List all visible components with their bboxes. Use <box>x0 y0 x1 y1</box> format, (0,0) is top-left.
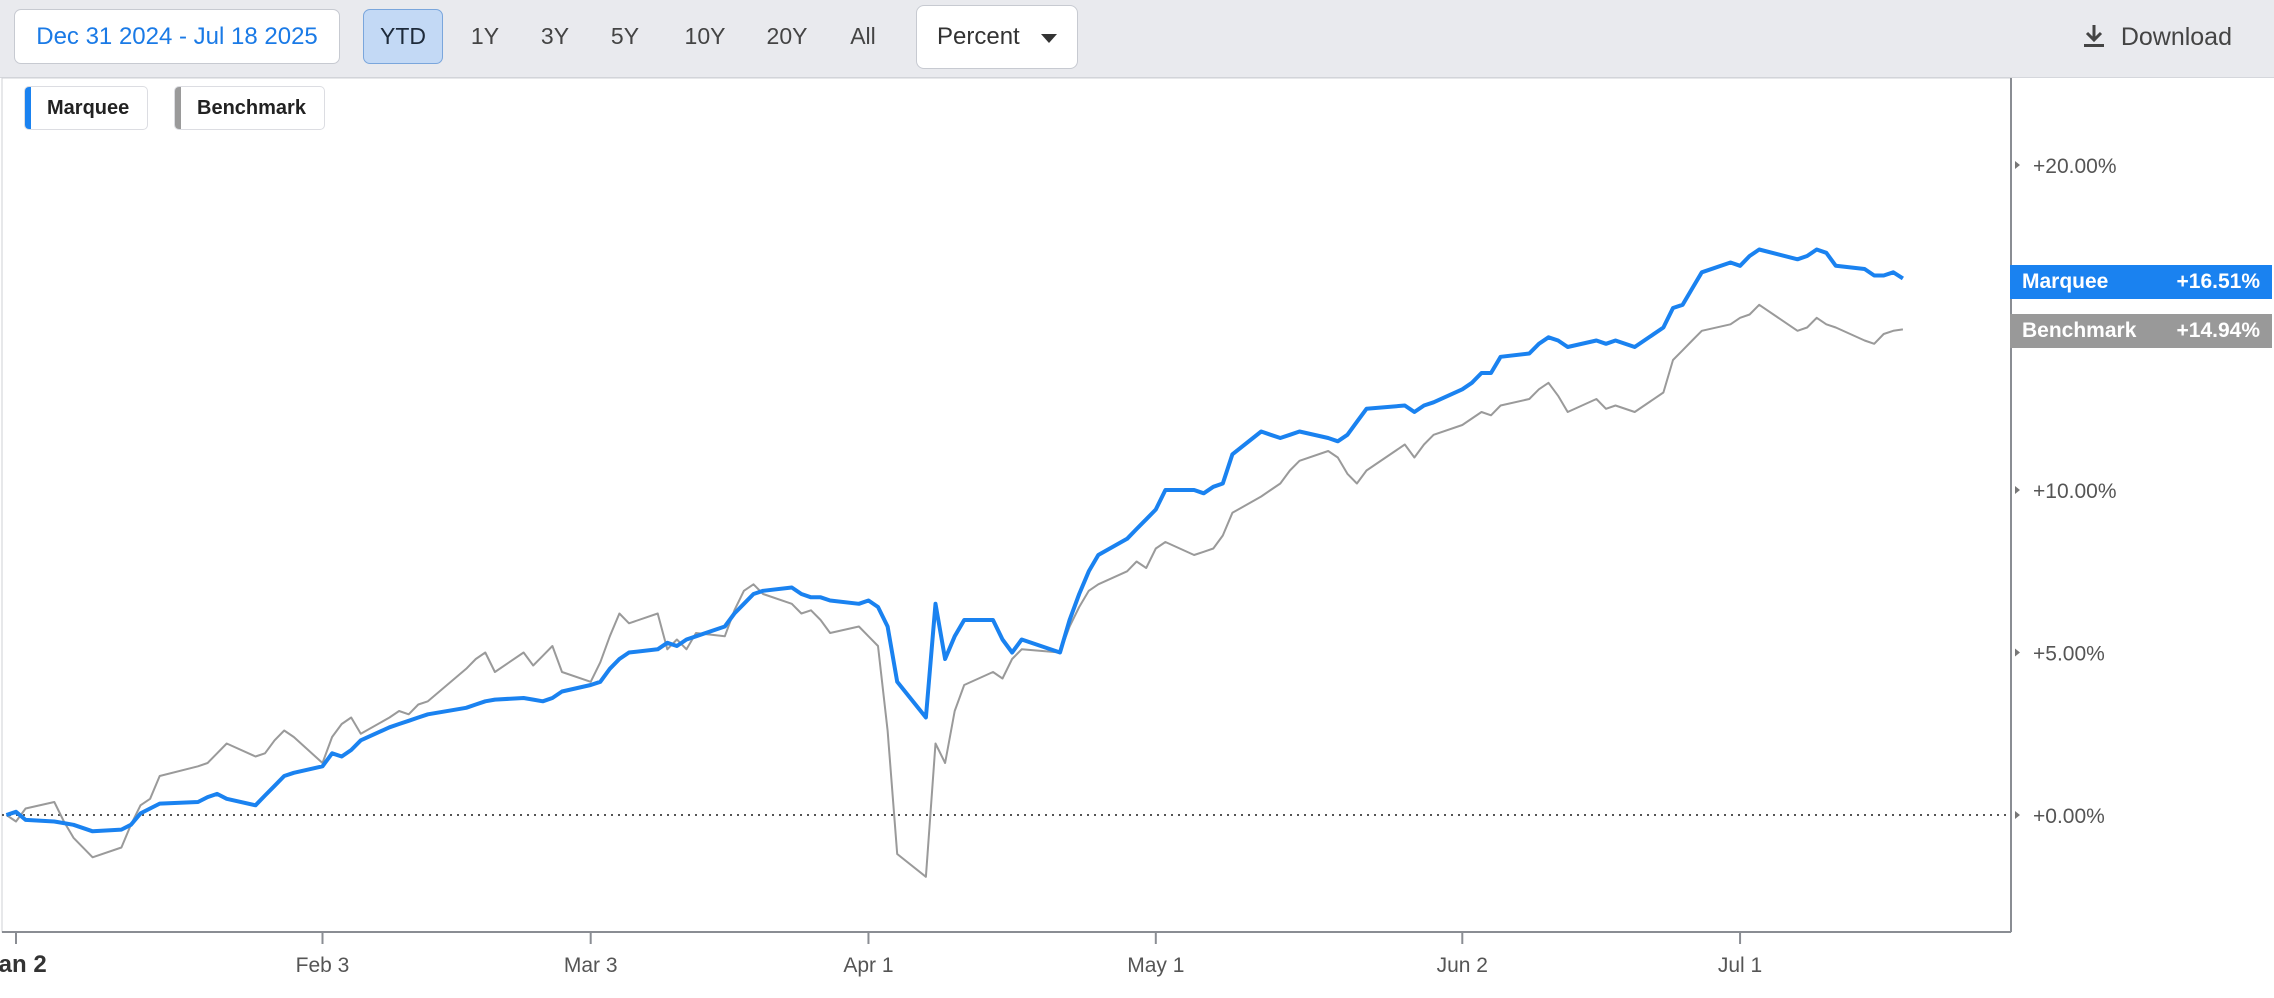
date-range-picker[interactable]: Dec 31 2024 - Jul 18 2025 <box>14 9 340 64</box>
y-tick-mark <box>2015 648 2020 657</box>
legend-swatch-marquee <box>25 87 31 129</box>
display-mode-select[interactable]: Percent <box>916 5 1078 69</box>
end-label-marquee-value: +16.51% <box>2176 270 2261 294</box>
x-tick-label: May 1 <box>1127 954 1184 977</box>
y-tick-label: +20.00% <box>2033 155 2117 178</box>
series-line-benchmark <box>5 303 1904 878</box>
x-tick-label: Feb 3 <box>296 954 350 977</box>
period-5y-button[interactable]: 5Y <box>610 23 640 49</box>
legend-item-marquee[interactable]: Marquee <box>24 86 149 130</box>
end-label-marquee: Marquee +16.51% <box>2010 265 2272 300</box>
period-20y-button[interactable]: 20Y <box>766 23 808 49</box>
y-tick-mark <box>2015 811 2020 819</box>
download-icon <box>2083 25 2104 48</box>
download-button[interactable]: Download <box>2083 14 2232 60</box>
end-label-benchmark-value: +14.94% <box>2176 319 2261 343</box>
end-label-benchmark-name: Benchmark <box>2022 319 2137 343</box>
series-line-marquee <box>5 247 1904 834</box>
x-tick-label: Mar 3 <box>564 954 618 977</box>
x-tick-label: Jan 2 <box>0 951 47 978</box>
legend-item-benchmark[interactable]: Benchmark <box>174 86 325 130</box>
legend-swatch-benchmark <box>175 87 181 129</box>
period-all-button[interactable]: All <box>850 23 876 49</box>
x-tick-label: Jun 2 <box>1437 954 1488 977</box>
period-1y-button[interactable]: 1Y <box>470 23 500 49</box>
y-tick-mark <box>2015 486 2020 494</box>
y-tick-label: +5.00% <box>2033 643 2105 666</box>
period-10y-button[interactable]: 10Y <box>684 23 726 49</box>
end-label-benchmark: Benchmark +14.94% <box>2010 314 2272 349</box>
legend-label-benchmark: Benchmark <box>197 97 306 119</box>
chart-toolbar: Dec 31 2024 - Jul 18 2025 YTD 1Y 3Y 5Y 1… <box>0 0 2274 78</box>
plot-frame <box>1 77 2012 933</box>
chevron-down-icon <box>1041 34 1057 43</box>
download-label: Download <box>2120 23 2232 51</box>
y-tick-mark <box>2015 161 2020 169</box>
y-tick-label: +10.00% <box>2033 480 2117 503</box>
period-ytd-button[interactable]: YTD <box>363 9 443 64</box>
x-tick-label: Jul 1 <box>1718 954 1762 977</box>
period-3y-button[interactable]: 3Y <box>540 23 570 49</box>
y-tick-label: +0.00% <box>2033 805 2105 828</box>
legend-label-marquee: Marquee <box>47 97 130 119</box>
x-tick-label: Apr 1 <box>843 954 893 977</box>
display-mode-value: Percent <box>937 23 1020 50</box>
end-label-marquee-name: Marquee <box>2022 270 2109 294</box>
